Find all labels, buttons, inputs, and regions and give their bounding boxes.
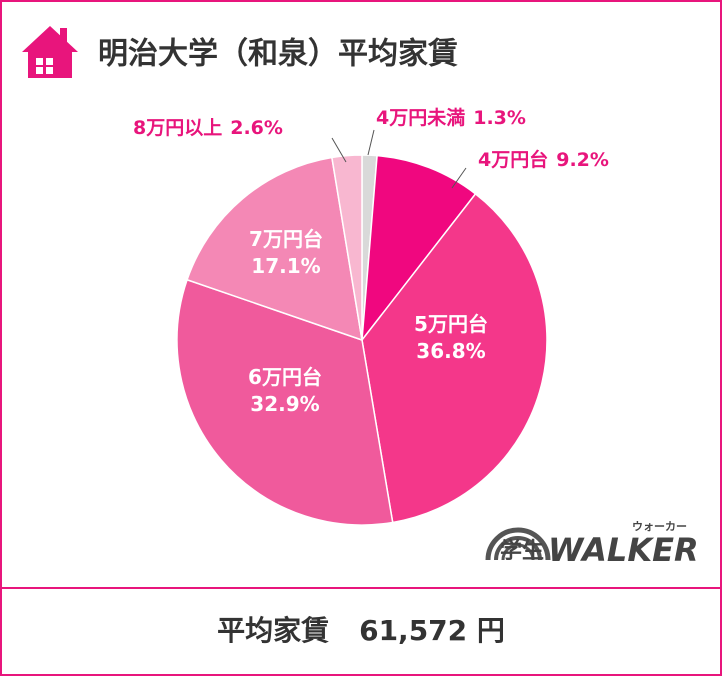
category-label: 5万円台 [414,312,488,336]
category-label: 6万円台 [248,365,322,389]
house-icon [22,26,78,78]
slice-label: 6万円台 32.9% [248,365,322,416]
slice-label: 8万円以上 2.6% [133,117,283,139]
chart-title: 明治大学（和泉）平均家賃 [98,37,458,72]
pie-slice [186,156,363,342]
footer-value: 61,572 円 [359,614,505,647]
slice-label: 5万円台 36.8% [414,312,488,363]
value-label: 1.3% [473,107,526,129]
logo-brand: WALKER [548,531,699,569]
leader-line [451,167,467,189]
value-label: 32.9% [250,392,319,416]
value-label: 2.6% [230,117,283,139]
logo-ruby: ウォーカー [632,520,687,533]
pie-slice [176,278,394,526]
footer: 平均家賃 61,572 円 [217,614,505,647]
slice-label: 4万円未満 1.3% [376,106,526,129]
pie-slice [331,154,363,341]
pie-slice [361,192,548,524]
value-label: 17.1% [251,254,320,278]
slice-label: 4万円台 9.2% [478,148,609,171]
slice-label: 7万円台 17.1% [249,227,323,278]
logo-text: 学生 [500,538,544,564]
value-label: 36.8% [416,339,485,363]
value-label: 9.2% [556,149,609,171]
logo: 学生 WALKER ウォーカー [485,520,699,569]
category-label: 4万円未満 [376,106,465,129]
category-label: 8万円以上 [133,117,222,139]
leader-line [367,129,375,156]
pie-slice [361,154,477,343]
footer-label: 平均家賃 [217,614,329,647]
category-label: 4万円台 [478,148,548,171]
leader-line [331,137,347,163]
category-label: 7万円台 [249,227,323,251]
pie: 4万円未満 1.3% 4万円台 9.2% 5万円台 36.8% 6万円台 32.9% 7万円台 1… [133,106,609,526]
